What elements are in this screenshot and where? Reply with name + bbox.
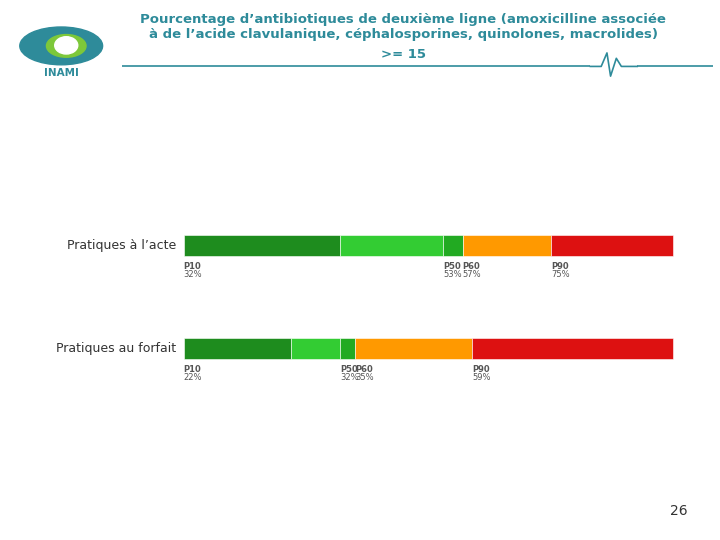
Text: 22%: 22% <box>184 373 202 382</box>
Text: 75%: 75% <box>551 270 570 279</box>
Text: P10: P10 <box>184 262 202 272</box>
Text: Pourcentage d’antibiotiques de deuxième ligne (amoxicilline associée: Pourcentage d’antibiotiques de deuxième … <box>140 14 666 26</box>
Bar <box>341 235 443 256</box>
Ellipse shape <box>20 27 102 65</box>
Bar <box>184 338 292 359</box>
Text: P50: P50 <box>443 262 461 272</box>
Bar <box>184 235 341 256</box>
Text: 59%: 59% <box>472 373 491 382</box>
Text: P90: P90 <box>472 365 490 374</box>
Text: 26: 26 <box>670 504 688 518</box>
Bar <box>472 338 673 359</box>
Text: INAMI: INAMI <box>44 68 78 78</box>
Text: >= 15: >= 15 <box>381 48 426 60</box>
Text: 32%: 32% <box>184 270 202 279</box>
Bar <box>355 338 472 359</box>
Text: P60: P60 <box>463 262 480 272</box>
Ellipse shape <box>46 35 86 57</box>
Bar <box>443 235 463 256</box>
Text: 35%: 35% <box>355 373 374 382</box>
Text: 57%: 57% <box>463 270 481 279</box>
Bar <box>341 338 355 359</box>
Text: P50: P50 <box>341 365 358 374</box>
Bar <box>551 235 673 256</box>
Bar <box>292 338 341 359</box>
Bar <box>463 235 551 256</box>
Text: Pratiques à l’acte: Pratiques à l’acte <box>67 239 176 252</box>
Text: à de l’acide clavulanique, céphalosporines, quinolones, macrolides): à de l’acide clavulanique, céphalosporin… <box>149 28 657 41</box>
Text: 32%: 32% <box>341 373 359 382</box>
Text: P60: P60 <box>355 365 373 374</box>
Circle shape <box>55 37 78 54</box>
Text: 53%: 53% <box>443 270 462 279</box>
Text: Pratiques au forfait: Pratiques au forfait <box>56 342 176 355</box>
Text: P10: P10 <box>184 365 202 374</box>
Text: P90: P90 <box>551 262 568 272</box>
